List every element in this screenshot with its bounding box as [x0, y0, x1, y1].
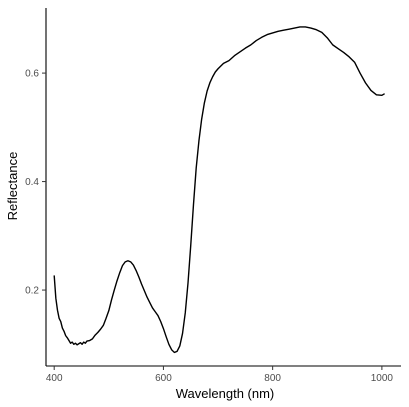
x-tick-label: 600 — [155, 373, 172, 384]
y-tick-label: 0.2 — [25, 286, 39, 297]
reflectance-line — [53, 26, 385, 354]
x-axis: 400 600 800 1000 — [46, 365, 401, 384]
y-axis: 0.2 0.4 0.6 — [25, 8, 47, 366]
x-tick-label: 400 — [46, 373, 63, 384]
y-tick-label: 0.4 — [25, 177, 39, 188]
x-tick-label: 800 — [264, 373, 281, 384]
y-tick-label: 0.6 — [25, 69, 39, 80]
x-axis-title: Wavelength (nm) — [176, 386, 275, 401]
y-axis-title: Reflectance — [5, 152, 20, 221]
x-tick-label: 1000 — [371, 373, 394, 384]
plot-area — [53, 26, 385, 354]
